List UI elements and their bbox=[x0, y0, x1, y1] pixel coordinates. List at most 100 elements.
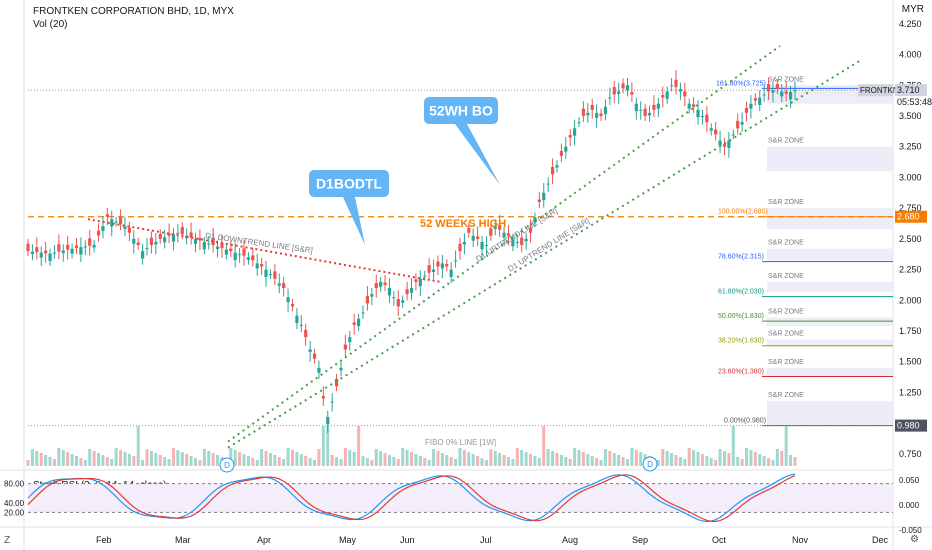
candle-body bbox=[57, 244, 61, 252]
volume-bar bbox=[520, 450, 524, 466]
fibo-level-label: 61.80%(2.030) bbox=[718, 289, 764, 296]
z-icon[interactable]: Z bbox=[4, 535, 11, 546]
volume-bar bbox=[374, 449, 378, 466]
volume-bar bbox=[74, 456, 78, 466]
volume-bar bbox=[167, 459, 171, 466]
candle-body bbox=[674, 79, 678, 88]
volume-bar bbox=[445, 455, 449, 466]
volume-bar bbox=[524, 452, 528, 466]
callout-d1bodtl-label: D1BODTL bbox=[316, 176, 383, 192]
volume-bar bbox=[379, 451, 383, 466]
volume-bar bbox=[436, 451, 440, 466]
candle-body bbox=[268, 274, 273, 276]
volume-bar bbox=[432, 449, 436, 466]
currency-label[interactable]: MYR bbox=[901, 4, 924, 15]
candle-body bbox=[550, 166, 555, 175]
candle-body bbox=[321, 396, 325, 399]
candle-body bbox=[66, 244, 70, 250]
volume-bar bbox=[467, 452, 471, 466]
candle-body bbox=[215, 246, 220, 249]
volume-bar bbox=[780, 451, 784, 466]
candle-body bbox=[370, 294, 374, 297]
candle-body bbox=[242, 248, 246, 256]
volume-bar bbox=[423, 458, 427, 466]
callout-52whbo-pointer bbox=[455, 124, 500, 185]
volume-bar bbox=[343, 448, 347, 466]
volume-bar bbox=[180, 452, 184, 466]
candle-body bbox=[39, 252, 43, 258]
candle-body bbox=[383, 282, 387, 285]
candle-body bbox=[572, 128, 577, 136]
volume-bar bbox=[586, 454, 590, 466]
candle-body bbox=[149, 237, 154, 245]
candle-body bbox=[343, 344, 347, 350]
candle-body bbox=[458, 243, 462, 252]
candle-body bbox=[581, 108, 586, 116]
candle-body bbox=[528, 227, 533, 233]
candle-body bbox=[396, 299, 400, 307]
candle-body bbox=[35, 247, 39, 253]
volume-bar bbox=[202, 449, 206, 466]
candle-body bbox=[277, 283, 281, 286]
volume-bar bbox=[163, 457, 167, 466]
volume-bar bbox=[127, 454, 131, 466]
candle-body bbox=[295, 315, 299, 324]
y-tick-label: 1.750 bbox=[899, 326, 922, 336]
candle-body bbox=[617, 91, 621, 94]
candle-body bbox=[595, 112, 599, 118]
candle-body bbox=[511, 238, 515, 247]
y-tick-label: 2.000 bbox=[899, 295, 922, 305]
volume-bar bbox=[498, 453, 502, 466]
candle-body bbox=[48, 253, 52, 261]
volume-bar bbox=[740, 459, 744, 466]
candle-body bbox=[224, 249, 228, 255]
candle-body bbox=[727, 140, 731, 148]
candle-body bbox=[330, 401, 334, 403]
candle-body bbox=[299, 324, 303, 326]
dividend-marker-label: D bbox=[647, 460, 653, 469]
fibo-level-label: 23.60%(1.380) bbox=[718, 368, 764, 375]
volume-bar bbox=[207, 451, 211, 466]
volume-bar bbox=[255, 460, 259, 466]
candle-body bbox=[154, 241, 158, 245]
candle-body bbox=[753, 98, 757, 101]
volume-bar bbox=[506, 457, 510, 466]
volume-bar bbox=[767, 458, 771, 466]
rsi-d-line bbox=[27, 474, 796, 523]
volume-bar bbox=[145, 449, 149, 466]
candle-body bbox=[493, 226, 497, 230]
volume-bar bbox=[260, 449, 264, 466]
candle-body bbox=[634, 103, 638, 112]
candle-body bbox=[70, 248, 74, 254]
volume-bar bbox=[348, 450, 352, 466]
callout-52whbo-label: 52WH BO bbox=[429, 103, 493, 119]
candle-body bbox=[502, 232, 506, 238]
volume-bar bbox=[335, 457, 339, 466]
x-tick-label: Jun bbox=[400, 535, 415, 545]
volume-bar bbox=[639, 452, 643, 466]
dividend-marker-label: D bbox=[224, 461, 230, 470]
candle-body bbox=[775, 84, 779, 89]
candle-body bbox=[392, 297, 396, 299]
y-tick-label: 0.750 bbox=[899, 449, 922, 459]
gear-icon[interactable]: ⚙ bbox=[910, 534, 919, 545]
candle-body bbox=[625, 85, 630, 91]
volume-bar bbox=[568, 459, 572, 466]
volume-bar bbox=[286, 448, 290, 466]
candle-body bbox=[714, 129, 718, 135]
volume-bar bbox=[515, 448, 519, 466]
sr-zone-label: S&R ZONE bbox=[768, 138, 804, 145]
sr-zone-rect bbox=[767, 248, 893, 261]
volume-bar bbox=[290, 450, 294, 466]
candle-body bbox=[211, 237, 215, 245]
volume-bar bbox=[621, 457, 625, 466]
candle-body bbox=[167, 233, 171, 236]
volume-bar bbox=[559, 455, 563, 466]
volume-bar bbox=[603, 449, 607, 466]
volume-bar bbox=[30, 449, 34, 466]
volume-bar bbox=[216, 455, 220, 466]
candle-body bbox=[237, 254, 242, 256]
candle-body bbox=[431, 269, 436, 273]
volume-bar bbox=[110, 459, 114, 466]
